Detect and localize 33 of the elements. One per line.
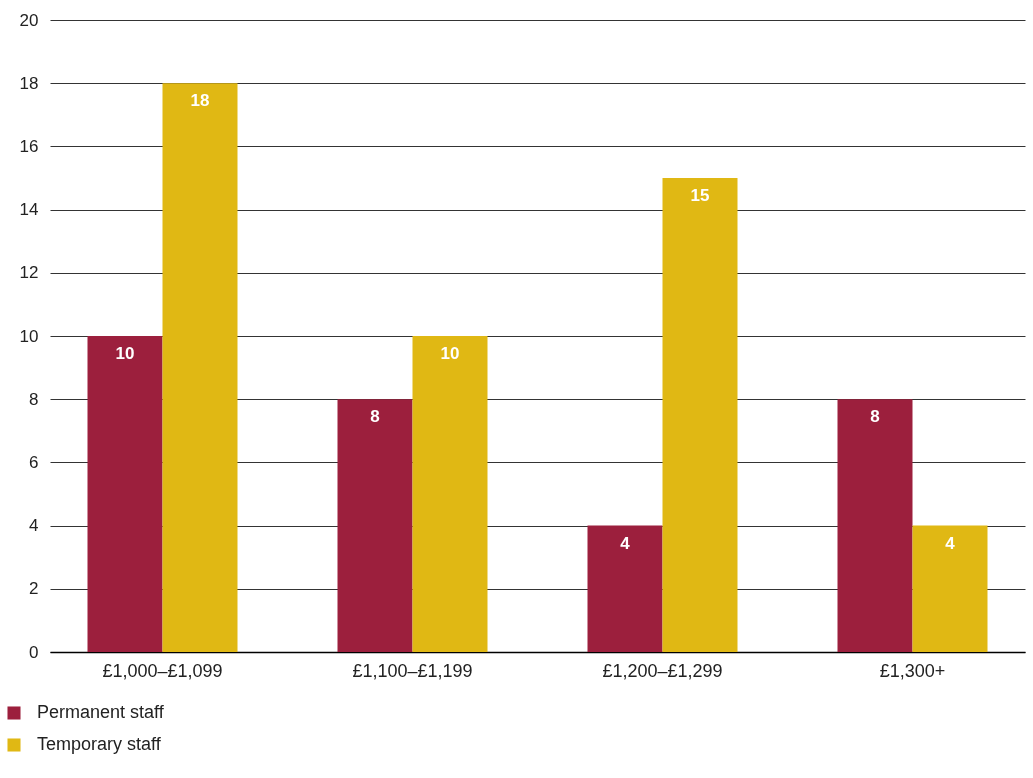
bar [412, 336, 488, 652]
data-label: 10 [115, 344, 135, 363]
data-label: 4 [620, 533, 631, 553]
y-tick-label: 4 [29, 516, 39, 536]
y-tick-label: 0 [29, 642, 39, 662]
bar [162, 83, 238, 652]
data-label: 15 [690, 186, 710, 205]
y-tick-label: 2 [29, 579, 39, 599]
bar [912, 525, 988, 652]
y-tick-label: 16 [19, 136, 39, 156]
y-tick-label: 12 [19, 263, 39, 283]
y-tick-label: 10 [19, 326, 39, 346]
data-label: 8 [870, 407, 880, 427]
bar [837, 399, 913, 652]
y-tick-label: 6 [29, 452, 39, 472]
bar [587, 525, 663, 652]
y-tick-label: 14 [19, 200, 39, 220]
bar [337, 399, 413, 652]
legend-label: Temporary staff [37, 734, 162, 754]
data-label: 8 [370, 407, 380, 427]
y-tick-label: 20 [19, 10, 39, 30]
y-tick-label: 8 [29, 389, 39, 409]
data-label: 10 [440, 344, 460, 363]
x-tick-label: £1,100–£1,199 [352, 660, 473, 681]
x-tick-label: £1,300+ [879, 660, 946, 681]
data-label: 4 [945, 533, 956, 553]
data-label: 18 [190, 91, 210, 111]
x-tick-label: £1,200–£1,299 [602, 660, 723, 681]
bar [662, 178, 738, 652]
bar [87, 336, 163, 652]
legend-label: Permanent staff [37, 702, 165, 722]
y-tick-label: 18 [19, 73, 39, 93]
x-tick-label: £1,000–£1,099 [102, 660, 223, 681]
